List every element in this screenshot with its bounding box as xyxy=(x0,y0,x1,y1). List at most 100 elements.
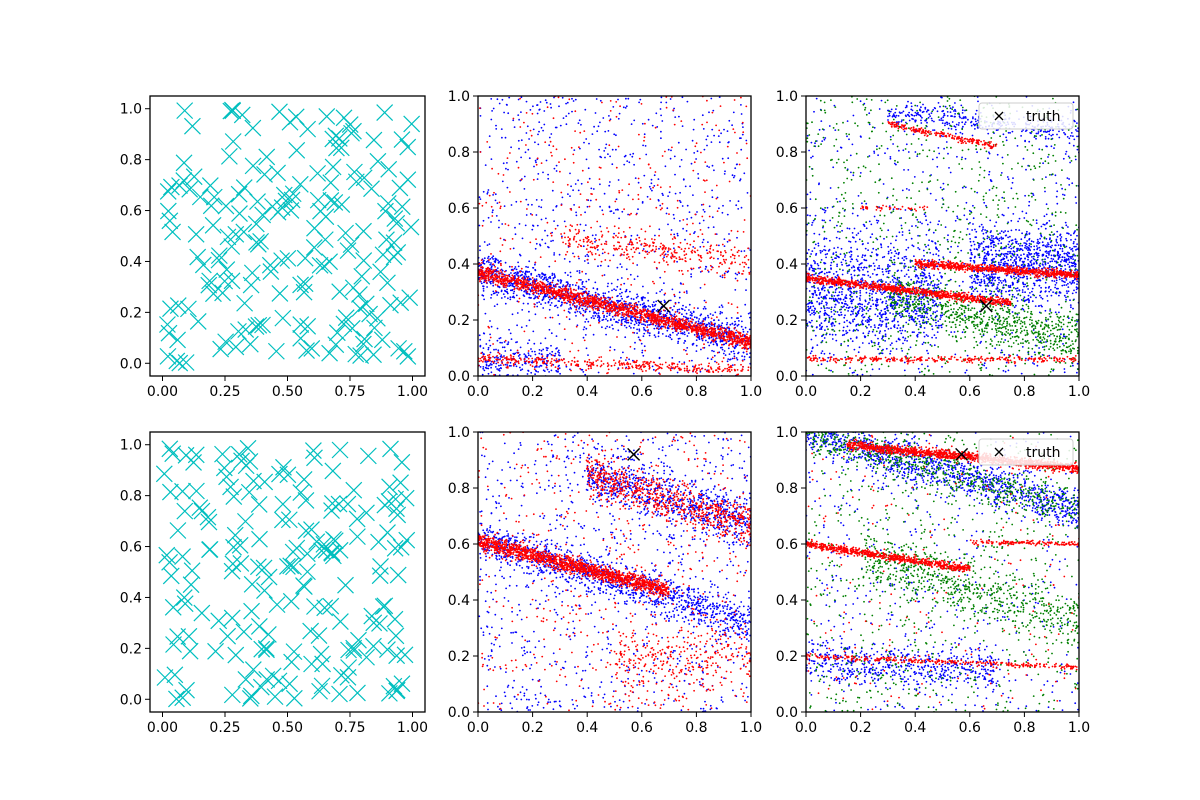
point-blue xyxy=(578,257,580,260)
point-red xyxy=(708,327,711,330)
point-blue xyxy=(626,160,629,163)
point-red xyxy=(663,270,666,273)
point-blue xyxy=(498,226,500,229)
point-red xyxy=(551,287,553,290)
point-blue xyxy=(596,249,599,251)
point-red xyxy=(698,364,700,366)
point-red xyxy=(626,304,628,307)
point-blue xyxy=(534,373,536,376)
point-red xyxy=(510,277,513,279)
point-red xyxy=(632,246,635,249)
point-samples xyxy=(369,152,387,170)
point-blue xyxy=(707,271,710,273)
point-red xyxy=(586,241,588,243)
point-red xyxy=(558,288,561,291)
point-blue xyxy=(585,272,587,275)
point-blue xyxy=(698,318,701,320)
point-blue xyxy=(741,133,744,136)
point-blue xyxy=(650,178,653,181)
point-red xyxy=(703,283,706,286)
point-blue xyxy=(595,98,598,100)
point-blue xyxy=(494,199,497,202)
point-red xyxy=(503,280,506,283)
point-blue xyxy=(550,297,553,300)
point-blue xyxy=(493,292,496,295)
point-red xyxy=(589,364,592,366)
point-blue xyxy=(603,274,606,276)
point-blue xyxy=(741,355,743,357)
point-red xyxy=(646,330,649,332)
point-blue xyxy=(499,260,502,262)
point-blue xyxy=(680,159,683,161)
point-blue xyxy=(546,278,549,281)
point-blue xyxy=(622,351,624,354)
point-blue xyxy=(731,357,734,360)
point-red xyxy=(658,319,661,321)
point-red xyxy=(626,257,628,260)
point-red xyxy=(677,327,680,329)
point-red xyxy=(616,336,618,338)
point-blue xyxy=(734,277,737,280)
point-samples xyxy=(292,316,310,333)
point-blue xyxy=(602,294,605,297)
point-blue xyxy=(638,330,641,332)
point-samples xyxy=(222,102,240,120)
point-blue xyxy=(638,252,641,255)
point-blue xyxy=(666,329,669,332)
point-red xyxy=(730,366,733,369)
point-red xyxy=(745,263,748,266)
point-red xyxy=(502,282,505,285)
point-blue xyxy=(741,320,743,323)
point-red xyxy=(545,287,548,290)
point-blue xyxy=(484,164,487,167)
point-red xyxy=(575,233,578,235)
point-blue xyxy=(745,289,747,291)
point-red xyxy=(603,299,606,302)
point-red xyxy=(642,319,645,321)
point-red xyxy=(501,362,504,365)
point-blue xyxy=(641,299,644,301)
point-red xyxy=(612,302,615,305)
point-red xyxy=(605,243,608,246)
point-red xyxy=(589,241,592,244)
point-red xyxy=(626,356,628,359)
point-red xyxy=(664,323,667,326)
point-samples xyxy=(223,238,241,255)
point-samples xyxy=(309,164,327,182)
point-red xyxy=(522,279,525,282)
point-red xyxy=(730,369,733,371)
point-red xyxy=(523,358,526,360)
point-blue xyxy=(721,322,724,325)
point-red xyxy=(698,367,700,369)
point-red xyxy=(706,121,708,124)
point-samples xyxy=(344,279,362,297)
point-blue xyxy=(736,236,738,239)
point-red xyxy=(574,110,577,113)
point-blue xyxy=(633,119,636,122)
point-red xyxy=(531,277,534,279)
point-red xyxy=(731,340,734,343)
point-blue xyxy=(610,282,613,285)
point-blue xyxy=(620,316,623,319)
point-blue xyxy=(527,275,530,278)
point-blue xyxy=(702,307,705,310)
point-red xyxy=(644,244,647,247)
point-blue xyxy=(729,323,732,326)
point-red xyxy=(726,338,729,341)
point-blue xyxy=(714,360,716,363)
point-red xyxy=(729,365,732,368)
point-blue xyxy=(617,294,619,297)
point-red xyxy=(698,258,701,261)
point-red xyxy=(628,307,630,310)
point-blue xyxy=(523,175,526,178)
point-red xyxy=(562,293,565,296)
point-red xyxy=(517,362,520,365)
point-blue xyxy=(578,306,581,309)
point-red xyxy=(579,367,582,370)
point-blue xyxy=(489,333,491,336)
point-blue xyxy=(641,323,643,326)
point-red xyxy=(590,240,593,243)
point-samples xyxy=(328,324,346,342)
point-blue xyxy=(540,303,542,305)
point-blue xyxy=(594,291,597,294)
